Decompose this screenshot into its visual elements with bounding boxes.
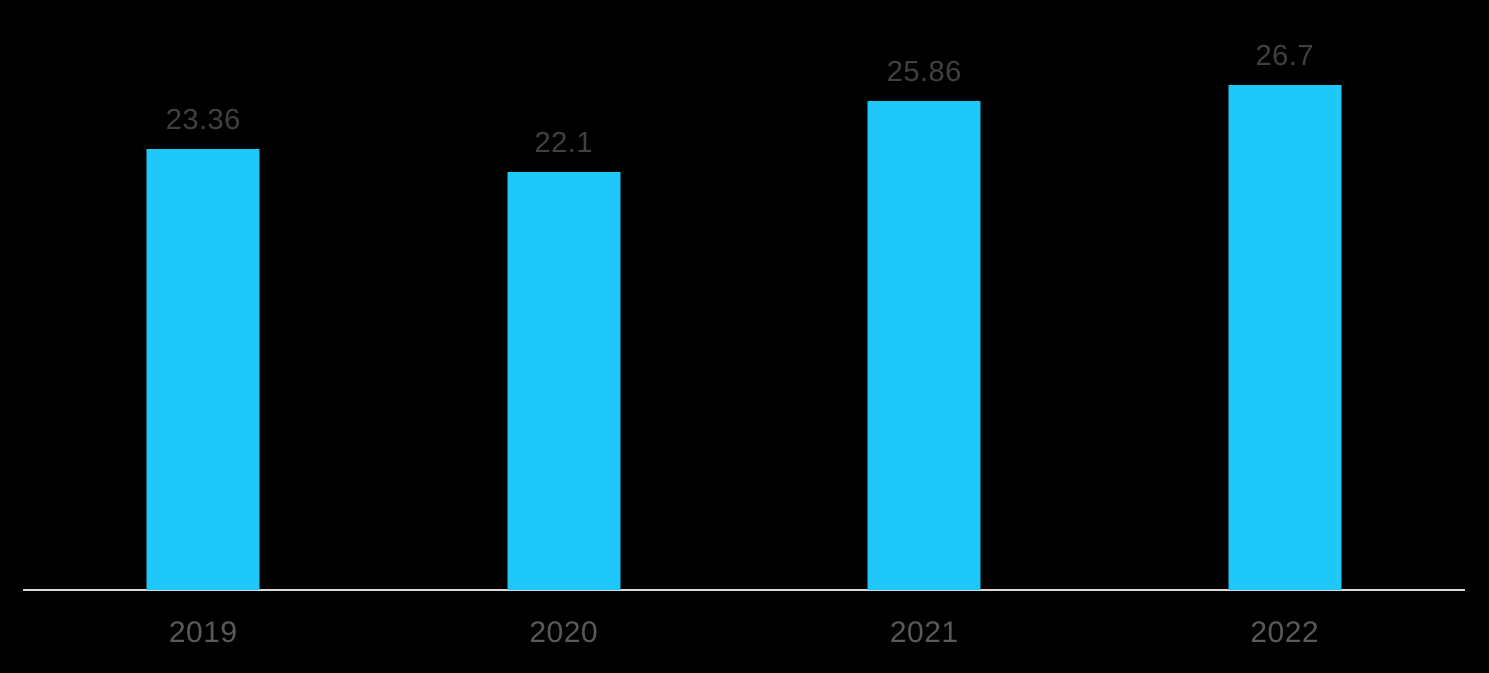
- x-axis-label: 2021: [889, 616, 959, 649]
- category-slot: 25.86 2021: [744, 0, 1105, 673]
- value-label: 25.86: [886, 56, 962, 89]
- value-label: 23.36: [165, 103, 241, 136]
- value-label: 22.1: [534, 127, 593, 160]
- bar: [867, 101, 981, 590]
- x-axis-line: [23, 589, 1465, 591]
- x-axis-label: 2019: [168, 616, 238, 649]
- bar: [146, 148, 260, 590]
- x-axis-label: 2022: [1250, 616, 1320, 649]
- category-slot: 26.7 2022: [1105, 0, 1466, 673]
- x-axis-label: 2020: [529, 616, 599, 649]
- value-label: 26.7: [1255, 40, 1314, 73]
- bar: [507, 172, 621, 590]
- bar: [1228, 85, 1342, 590]
- category-slot: 22.1 2020: [384, 0, 745, 673]
- category-slot: 23.36 2019: [23, 0, 384, 673]
